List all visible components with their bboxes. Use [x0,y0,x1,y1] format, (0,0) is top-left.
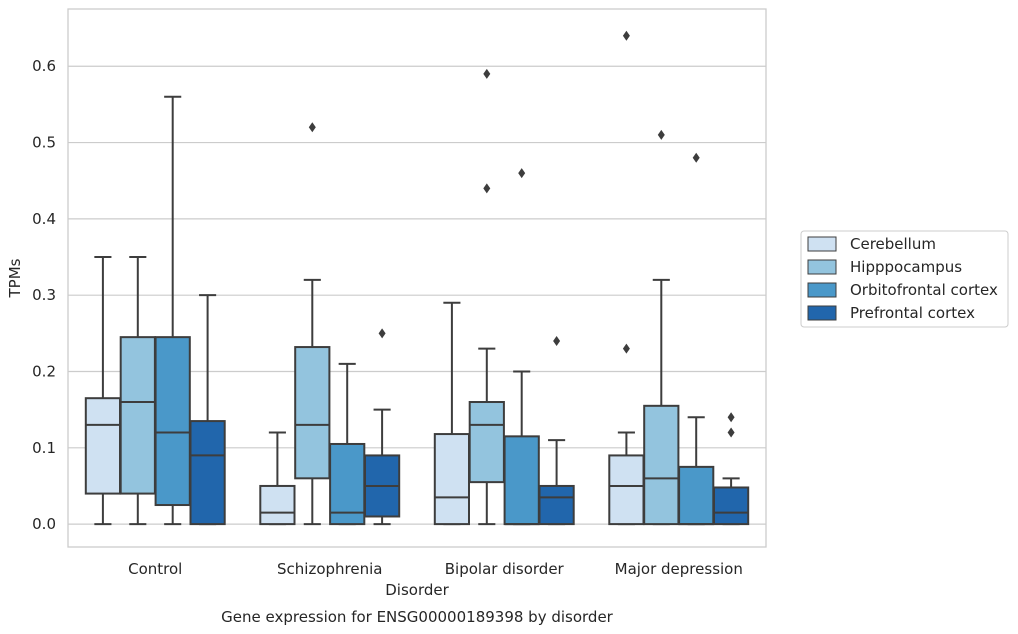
y-axis-ticks: 0.0 0.1 0.2 0.3 0.4 0.5 0.6 [32,57,56,533]
box-iqr [329,442,366,526]
box-element [433,301,471,526]
box-element [468,68,505,526]
outlier-point [483,68,491,79]
legend-label: Prefrontal cortex [850,304,975,322]
outlier-point [483,183,491,194]
outlier-point [727,427,735,438]
x-tick-label: Control [128,560,182,578]
x-tick-label: Bipolar disorder [445,560,565,578]
y-axis-label: TPMs [6,258,24,298]
box-iqr [468,401,505,484]
y-tick-label: 0.6 [32,57,56,75]
outlier-point [308,122,316,133]
y-tick-label: 0.5 [32,134,56,152]
box-element [294,122,331,526]
outlier-point [622,343,630,354]
box-element [363,328,401,526]
box-series [84,30,750,526]
legend-frame [800,230,1009,328]
outlier-point [727,412,735,423]
box-iqr [433,433,471,526]
box-element [503,168,540,526]
box-iqr [84,397,122,495]
outlier-point [657,129,665,140]
series-cerebellum [84,30,645,526]
box-iqr [678,465,715,526]
box-element [189,294,226,526]
legend-label: Orbitofrontal cortex [850,281,998,299]
y-tick-label: 0.2 [32,362,56,380]
box-element [608,30,645,526]
x-tick-label: Schizophrenia [277,560,382,578]
box-element [259,431,296,526]
x-tick-label: Major depression [615,560,743,578]
outlier-point [622,30,630,41]
box-iqr [712,486,750,526]
box-iqr [643,404,680,526]
box-iqr [294,346,331,480]
box-iqr [538,484,575,526]
box-element [119,256,156,526]
legend-swatch [807,259,837,275]
outlier-point [378,328,386,339]
legend-swatch [807,236,837,252]
x-axis-ticks: Control Schizophrenia Bipolar disorder Majo… [128,560,743,578]
box-iqr [154,336,191,507]
outlier-point [692,152,700,163]
y-tick-label: 0.1 [32,439,56,457]
chart-caption: Gene expression for ENSG00000189398 by d… [221,608,614,626]
box-element [154,95,191,526]
box-iqr [503,435,540,526]
box-element [712,412,750,526]
box-iqr [259,484,296,526]
plot-area-frame [67,8,767,548]
outlier-point [518,168,526,179]
legend-label: Cerebellum [850,235,936,253]
box-iqr [119,336,156,495]
y-tick-label: 0.4 [32,210,56,228]
series-hipppocampus [119,68,680,526]
box-iqr [189,420,226,526]
box-element [678,152,715,526]
legend: Cerebellum Hipppocampus Orbitofrontal cort… [800,230,1009,328]
outlier-point [553,335,561,346]
x-axis-label: Disorder [385,581,449,599]
legend-swatch [807,305,837,321]
legend-label: Hipppocampus [850,258,962,276]
box-iqr [608,454,645,526]
y-tick-label: 0.0 [32,515,56,533]
box-element [84,256,122,526]
y-tick-label: 0.3 [32,286,56,304]
box-element [329,362,366,526]
series-prefrontal-cortex [189,294,750,526]
legend-swatch [807,282,837,298]
box-element [643,129,680,526]
box-element [538,335,575,526]
